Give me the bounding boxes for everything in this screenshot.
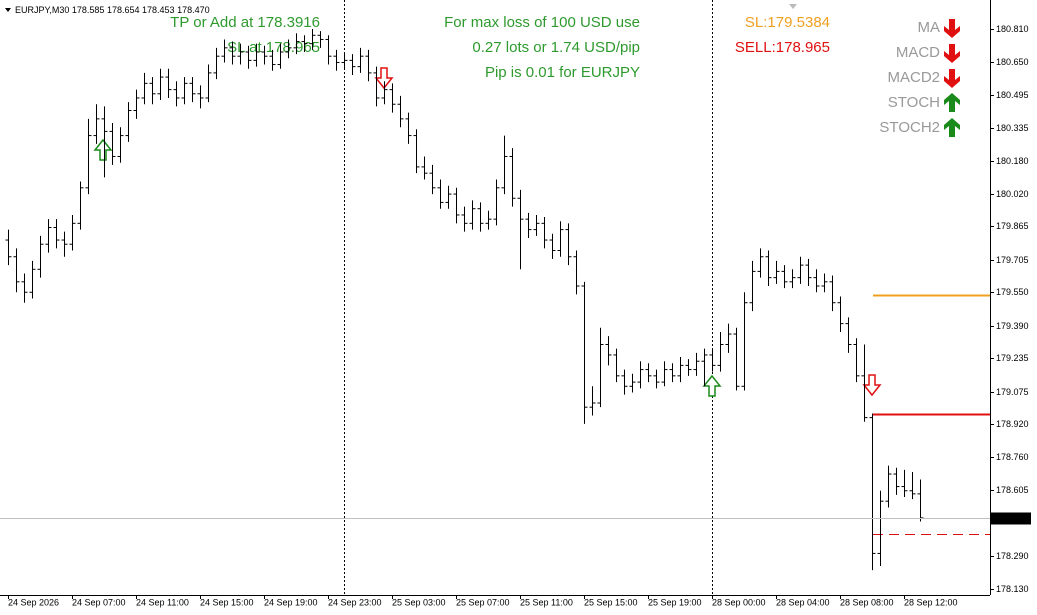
tp-note: TP or Add at 178.3916: [170, 14, 320, 31]
x-tick-label: 28 Sep 00:00: [712, 597, 766, 607]
close-label: 178.470: [177, 5, 210, 15]
shift-marker: [789, 4, 797, 9]
y-tick-label: 179.075: [996, 387, 1029, 397]
sl-level-note: SL:179.5384: [745, 14, 830, 31]
y-tick-label: 178.920: [996, 419, 1029, 429]
x-tick-label: 24 Sep 19:00: [264, 597, 318, 607]
risk-note: Pip is 0.01 for EURJPY: [485, 64, 640, 81]
x-tick-label: 25 Sep 15:00: [584, 597, 638, 607]
indicator-label: MACD: [896, 44, 940, 61]
buy-arrow: [93, 138, 113, 161]
y-tick-label: 179.235: [996, 353, 1029, 363]
high-label: 178.654: [107, 5, 140, 15]
y-tick-label: 180.810: [996, 24, 1029, 34]
risk-note: 0.27 lots or 1.74 USD/pip: [472, 39, 640, 56]
current-price-box: [991, 512, 1031, 525]
y-tick-label: 178.605: [996, 485, 1029, 495]
x-tick-label: 24 Sep 11:00: [136, 597, 189, 607]
y-tick-label: 180.180: [996, 156, 1029, 166]
indicator-arrow: [944, 19, 960, 38]
y-tick-label: 180.335: [996, 123, 1029, 133]
y-tick-label: 179.390: [996, 321, 1029, 331]
indicator-label: MACD2: [887, 69, 940, 86]
symbol: EURJPY,M30: [15, 5, 69, 15]
x-tick-label: 25 Sep 19:00: [648, 597, 702, 607]
y-tick-label: 178.130: [996, 584, 1029, 594]
sl-note: SL at 178.965: [227, 39, 320, 56]
menu-triangle[interactable]: [5, 8, 11, 12]
x-tick-label: 25 Sep 03:00: [392, 597, 446, 607]
indicator-arrow: [944, 118, 960, 137]
indicator-label: STOCH: [888, 94, 940, 111]
y-tick-label: 180.020: [996, 189, 1029, 199]
y-tick-label: 178.760: [996, 452, 1029, 462]
x-tick-label: 28 Sep 12:00: [904, 597, 958, 607]
x-tick-label: 24 Sep 15:00: [200, 597, 254, 607]
sell-level-note: SELL:178.965: [735, 39, 830, 56]
low-label: 178.453: [142, 5, 175, 15]
y-tick-label: 180.495: [996, 90, 1029, 100]
risk-note: For max loss of 100 USD use: [444, 14, 640, 31]
indicator-arrow: [944, 93, 960, 112]
y-tick-label: 178.290: [996, 551, 1029, 561]
open-label: 178.585: [72, 5, 105, 15]
x-tick-label: 24 Sep 23:00: [328, 597, 382, 607]
chart-header: EURJPY,M30 178.585 178.654 178.453 178.4…: [15, 5, 210, 15]
sell-arrow: [374, 67, 394, 90]
indicator-arrow: [944, 69, 960, 88]
y-tick-label: 179.865: [996, 221, 1029, 231]
x-tick-label: 28 Sep 08:00: [840, 597, 894, 607]
indicator-label: MA: [918, 19, 941, 36]
sell-arrow: [862, 374, 882, 397]
y-tick-label: 179.550: [996, 287, 1029, 297]
buy-arrow: [702, 374, 722, 397]
indicator-label: STOCH2: [879, 119, 940, 136]
y-tick-label: 179.705: [996, 255, 1029, 265]
current-price-label: 178.470: [995, 513, 1028, 523]
indicator-arrow: [944, 44, 960, 63]
x-tick-label: 25 Sep 11:00: [520, 597, 573, 607]
x-tick-label: 28 Sep 04:00: [776, 597, 830, 607]
x-tick-label: 24 Sep 07:00: [72, 597, 126, 607]
y-tick-label: 180.650: [996, 57, 1029, 67]
x-tick-label: 24 Sep 2026: [8, 597, 59, 607]
x-tick-label: 25 Sep 07:00: [456, 597, 510, 607]
